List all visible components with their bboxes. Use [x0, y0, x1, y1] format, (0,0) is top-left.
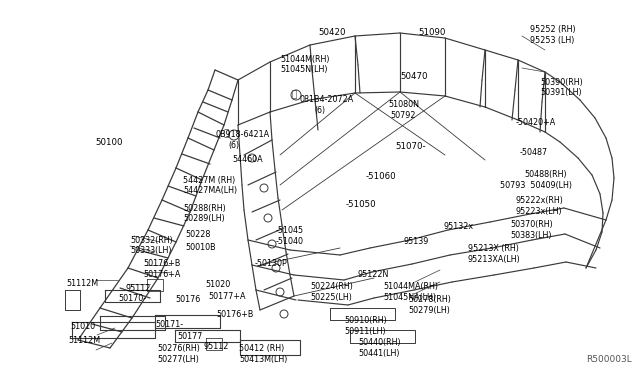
- Text: 51090: 51090: [418, 28, 445, 37]
- Text: Ⓝ: Ⓝ: [223, 129, 228, 138]
- Text: (6): (6): [314, 106, 325, 115]
- Text: 50332(RH): 50332(RH): [130, 236, 173, 245]
- Text: 50390(RH): 50390(RH): [540, 78, 583, 87]
- Text: 50224(RH): 50224(RH): [310, 282, 353, 291]
- Text: 50225(LH): 50225(LH): [310, 293, 352, 302]
- Text: 0B918-6421A: 0B918-6421A: [215, 130, 269, 139]
- Text: 50176+B: 50176+B: [143, 259, 180, 268]
- Text: 50170-: 50170-: [118, 294, 146, 303]
- Text: 50370(RH): 50370(RH): [510, 220, 553, 229]
- Text: (6): (6): [228, 141, 239, 150]
- Text: 50010B: 50010B: [185, 243, 216, 252]
- Text: 51045N(LH): 51045N(LH): [280, 65, 328, 74]
- Text: 50177: 50177: [177, 332, 202, 341]
- Text: 95213X (RH): 95213X (RH): [468, 244, 519, 253]
- Text: 50288(RH): 50288(RH): [183, 204, 226, 213]
- Text: 081B4-2072A: 081B4-2072A: [300, 95, 355, 104]
- Text: 50910(RH): 50910(RH): [344, 316, 387, 325]
- Text: 50333(LH): 50333(LH): [130, 246, 172, 255]
- Text: 95122N: 95122N: [358, 270, 389, 279]
- Text: 51080N: 51080N: [388, 100, 419, 109]
- Text: 51112M: 51112M: [68, 336, 100, 345]
- Text: 95222x(RH): 95222x(RH): [516, 196, 564, 205]
- Text: -51060: -51060: [366, 172, 397, 181]
- Text: 51020: 51020: [205, 280, 230, 289]
- Text: 50171-: 50171-: [155, 320, 183, 329]
- Text: 50177+A: 50177+A: [208, 292, 246, 301]
- Text: 51070-: 51070-: [395, 142, 426, 151]
- Text: 95253 (LH): 95253 (LH): [530, 36, 574, 45]
- Text: -50420+A: -50420+A: [516, 118, 556, 127]
- Text: 50420: 50420: [318, 28, 346, 37]
- Text: 50391(LH): 50391(LH): [540, 88, 582, 97]
- Text: 51010: 51010: [70, 322, 95, 331]
- Text: 50488(RH): 50488(RH): [524, 170, 566, 179]
- Text: -51040: -51040: [276, 237, 304, 246]
- Text: 50792: 50792: [390, 111, 415, 120]
- Text: 50441(LH): 50441(LH): [358, 349, 399, 358]
- Text: 50470: 50470: [400, 72, 428, 81]
- Text: 50412 (RH): 50412 (RH): [239, 344, 284, 353]
- Text: -51050: -51050: [346, 200, 376, 209]
- Text: 95112: 95112: [126, 284, 152, 293]
- Text: 51045NA(LH): 51045NA(LH): [383, 293, 436, 302]
- Text: Ⓑ: Ⓑ: [291, 90, 297, 99]
- Text: 95112: 95112: [204, 342, 229, 351]
- Text: 54427MA(LH): 54427MA(LH): [183, 186, 237, 195]
- Text: 50100: 50100: [95, 138, 122, 147]
- Text: 50278(RH): 50278(RH): [408, 295, 451, 304]
- Text: 95139: 95139: [403, 237, 428, 246]
- Text: 54460A: 54460A: [232, 155, 262, 164]
- Text: 95252 (RH): 95252 (RH): [530, 25, 575, 34]
- Text: 50911(LH): 50911(LH): [344, 327, 386, 336]
- Text: 50383(LH): 50383(LH): [510, 231, 552, 240]
- Text: 50413M(LH): 50413M(LH): [239, 355, 287, 364]
- Text: 50176: 50176: [175, 295, 200, 304]
- Text: 50277(LH): 50277(LH): [157, 355, 199, 364]
- Text: 50440(RH): 50440(RH): [358, 338, 401, 347]
- Text: -50487: -50487: [520, 148, 548, 157]
- Text: R500003L: R500003L: [586, 355, 632, 364]
- Text: 50793  50409(LH): 50793 50409(LH): [500, 181, 572, 190]
- Text: 51044M(RH): 51044M(RH): [280, 55, 330, 64]
- Text: 50176+B: 50176+B: [216, 310, 253, 319]
- Text: 51044MA(RH): 51044MA(RH): [383, 282, 438, 291]
- Text: -50130P: -50130P: [255, 259, 288, 268]
- Text: 50276(RH): 50276(RH): [157, 344, 200, 353]
- Text: 50228: 50228: [185, 230, 211, 239]
- Text: 95132x: 95132x: [444, 222, 474, 231]
- Text: 50279(LH): 50279(LH): [408, 306, 450, 315]
- Text: 54427M (RH): 54427M (RH): [183, 176, 236, 185]
- Text: 95223x(LH): 95223x(LH): [516, 207, 563, 216]
- Text: 50176+A: 50176+A: [143, 270, 180, 279]
- Text: 51112M: 51112M: [66, 279, 98, 288]
- Text: 95213XA(LH): 95213XA(LH): [468, 255, 521, 264]
- Text: -51045: -51045: [276, 226, 304, 235]
- Text: 50289(LH): 50289(LH): [183, 214, 225, 223]
